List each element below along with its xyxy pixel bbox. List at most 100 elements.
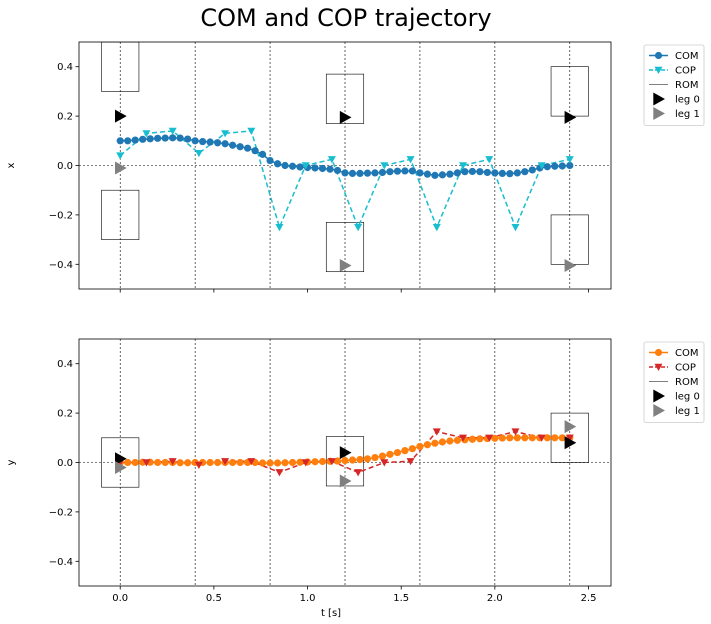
panel-x-com-point <box>431 172 438 179</box>
panel-y-com-point <box>281 459 288 466</box>
panel-x-com-point <box>296 163 303 170</box>
panel-y-com-point <box>394 449 401 456</box>
panel-x-com-point <box>199 138 206 145</box>
panel-x-com-point <box>177 134 184 141</box>
panel-x-com-point <box>281 162 288 169</box>
panel-y-com-point <box>529 434 536 441</box>
panel-y-legend-label: COM <box>675 348 698 359</box>
panel-y-ytick-label: 0.4 <box>57 359 73 370</box>
panel-x-com-point <box>139 136 146 143</box>
panel-y-com-point <box>401 447 408 454</box>
xtick-label: 1.5 <box>393 593 409 604</box>
panel-y-com-point <box>289 459 296 466</box>
panel-y-ytick-label: −0.2 <box>49 507 73 518</box>
panel-x-legend-handle-marker <box>655 52 662 59</box>
panel-y-com-point <box>154 459 161 466</box>
panel-x-com-point <box>147 135 154 142</box>
panel-x-com-point <box>341 169 348 176</box>
chart-title: COM and COP trajectory <box>200 4 491 32</box>
panel-y-com-point <box>162 459 169 466</box>
panel-y-legend-label: COP <box>675 363 696 374</box>
panel-y-com-point <box>424 441 431 448</box>
panel-x-com-point <box>446 171 453 178</box>
panel-x-com-point <box>154 135 161 142</box>
panel-x-com-point <box>319 165 326 172</box>
panel-x-com-point <box>162 134 169 141</box>
panel-x-com-point <box>469 168 476 175</box>
panel-x-com-point <box>169 134 176 141</box>
xtick-label: 2.5 <box>581 593 597 604</box>
panel-y-com-point <box>476 435 483 442</box>
panel-y-ytick-label: 0.2 <box>57 409 73 420</box>
panel-x-com-point <box>229 142 236 149</box>
panel-x-com-point <box>379 169 386 176</box>
panel-x-com-point <box>356 170 363 177</box>
panel-y-legend-label: leg 0 <box>675 392 700 403</box>
panel-x-com-point <box>439 171 446 178</box>
panel-x-com-point <box>364 170 371 177</box>
panel-y-com-point <box>214 459 221 466</box>
xtick-label: 2.0 <box>487 593 503 604</box>
panel-y-com-point <box>311 458 318 465</box>
panel-y-ytick-label: −0.4 <box>49 557 73 568</box>
panel-x-com-point <box>544 163 551 170</box>
panel-y-com-point <box>521 434 528 441</box>
panel-y-com-point <box>409 445 416 452</box>
panel-x-com-point <box>236 143 243 150</box>
panel-x-com-point <box>207 138 214 145</box>
panel-x-com-point <box>521 168 528 175</box>
panel-y-com-point <box>386 451 393 458</box>
panel-y-legend-label: ROM <box>675 377 698 388</box>
panel-x-com-point <box>266 157 273 164</box>
panel-x: −0.4 −0.2 0.0 0.2 0.4 x COM COP ROM leg 0 leg 1 <box>6 42 704 293</box>
panel-x-com-point <box>559 162 566 169</box>
panel-x-legend-label: COM <box>675 51 698 62</box>
panel-y-ytick-label: 0.0 <box>57 458 73 469</box>
panel-x-com-point <box>117 137 124 144</box>
panel-y-com-point <box>416 443 423 450</box>
panel-x-com-point <box>251 147 258 154</box>
panel-y-com-point <box>124 459 131 466</box>
panel-x-com-point <box>409 167 416 174</box>
panel-x-ytick-label: 0.2 <box>57 112 73 123</box>
panel-y-com-point <box>469 436 476 443</box>
panel-y-com-point <box>266 459 273 466</box>
panel-x-ytick-label: 0.4 <box>57 62 73 73</box>
panel-x-com-point <box>222 140 229 147</box>
panel-x-com-point <box>334 167 341 174</box>
panel-x-com-point <box>244 145 251 152</box>
panel-y-com-point <box>259 459 266 466</box>
panel-x-com-point <box>349 170 356 177</box>
panel-y-com-point <box>364 455 371 462</box>
panel-y-y-axis-label: y <box>6 459 17 465</box>
panel-y-com-point <box>439 438 446 445</box>
panel-y-com-point <box>431 440 438 447</box>
panel-x-com-point <box>274 160 281 167</box>
panel-x-com-point <box>184 135 191 142</box>
panel-y-com-point <box>319 458 326 465</box>
panel-x-com-point <box>214 139 221 146</box>
panel-x-com-point <box>386 168 393 175</box>
panel-x-com-point <box>326 166 333 173</box>
xtick-label: 0.0 <box>112 593 128 604</box>
panel-x-com-point <box>529 166 536 173</box>
panel-x-com-point <box>124 137 131 144</box>
panel-y-com-point <box>514 434 521 441</box>
x-axis-label: t [s] <box>321 608 341 619</box>
panel-x-legend-label: ROM <box>675 80 698 91</box>
panel-y-com-point <box>184 459 191 466</box>
panel-x-legend: COM COP ROM leg 0 leg 1 <box>644 45 704 126</box>
panel-y-com-point <box>356 456 363 463</box>
panel-x-com-point <box>132 136 139 143</box>
panel-x-com-point <box>192 137 199 144</box>
panel-y-com-point <box>274 459 281 466</box>
panel-x-com-point <box>551 163 558 170</box>
panel-x-com-point <box>476 168 483 175</box>
panel-y-legend-label: leg 1 <box>675 406 700 417</box>
panel-y: −0.4−0.20.00.20.40.0 0.5 1.0 1.5 2.0 2.5yCOMC… <box>6 339 704 604</box>
panel-x-legend-label: leg 1 <box>675 109 700 120</box>
panel-x-com-point <box>394 168 401 175</box>
panel-x-ytick-label: 0.0 <box>57 161 73 172</box>
panel-x-com-point <box>416 169 423 176</box>
panel-y-com-point <box>379 452 386 459</box>
